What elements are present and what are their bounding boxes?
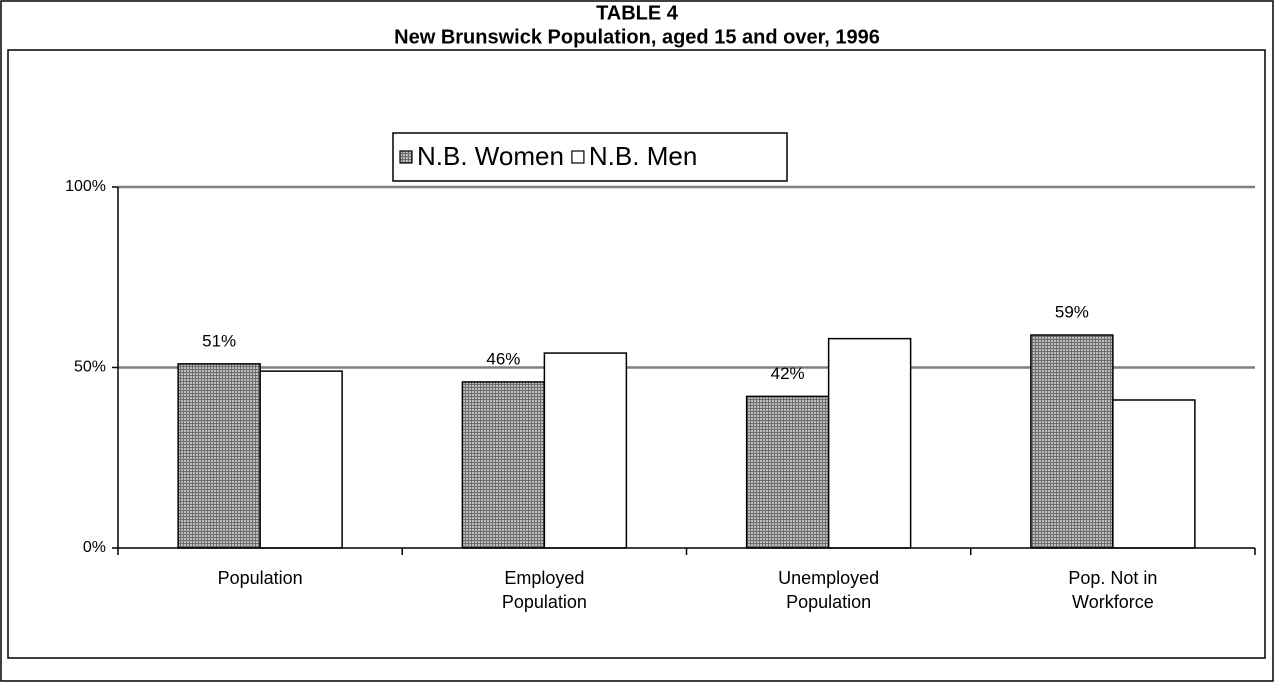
legend-box xyxy=(392,132,788,182)
y-tick-label: 0% xyxy=(83,539,106,556)
bar xyxy=(461,381,546,549)
bar xyxy=(1112,399,1196,549)
legend-swatch xyxy=(399,150,413,164)
chart-subtitle: New Brunswick Population, aged 15 and ov… xyxy=(394,26,880,48)
y-tick-label: 100% xyxy=(65,178,106,195)
x-tick-label: Population xyxy=(217,568,303,588)
y-tick-label: 50% xyxy=(74,359,106,376)
value-label: 42% xyxy=(771,364,805,383)
x-tick-label: Employed Population xyxy=(501,568,587,612)
x-tick-label: Unemployed Population xyxy=(778,568,880,612)
legend-label: N.B. Men xyxy=(589,141,697,171)
bar xyxy=(177,363,261,549)
bar xyxy=(543,352,628,549)
bar xyxy=(1030,334,1114,549)
plot-frame xyxy=(7,49,1266,659)
bar xyxy=(259,370,343,549)
value-label: 51% xyxy=(202,331,236,350)
legend-swatch xyxy=(571,150,585,164)
x-tick-label: Pop. Not in Workforce xyxy=(1068,568,1158,612)
legend-label: N.B. Women xyxy=(417,141,564,171)
bar xyxy=(827,337,912,549)
value-label: 59% xyxy=(1055,302,1089,321)
chart-title: TABLE 4 xyxy=(596,2,679,24)
bar xyxy=(745,395,830,549)
value-label: 46% xyxy=(486,349,520,368)
